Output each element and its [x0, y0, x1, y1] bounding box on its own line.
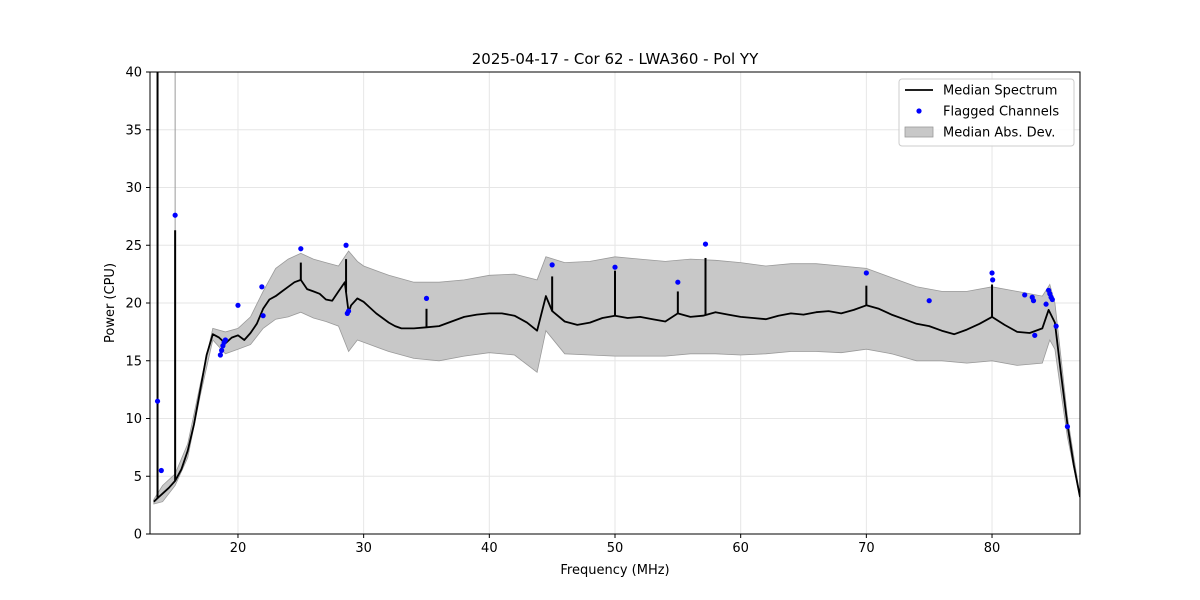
flagged-channel-point: [1043, 301, 1049, 307]
flagged-channel-point: [675, 279, 681, 285]
x-tick-label: 80: [984, 541, 1001, 556]
y-axis-ticks: 0 5 10 15 20 25 30 35 40: [125, 66, 150, 543]
flagged-channel-point: [702, 241, 709, 247]
legend-label: Median Abs. Dev.: [943, 126, 1055, 141]
flagged-channel-point: [217, 352, 223, 358]
flagged-channel-point: [1022, 292, 1028, 298]
legend-label: Median Spectrum: [943, 84, 1057, 99]
x-tick-label: 50: [607, 541, 624, 556]
y-tick-label: 40: [125, 66, 142, 81]
legend-item: Flagged Channels: [916, 105, 1059, 120]
legend-box: [898, 78, 1075, 147]
flagged-channel-point: [172, 212, 178, 218]
y-tick-label: 30: [125, 181, 142, 196]
flagged-channel-point: [222, 337, 229, 343]
flagged-channel-point: [260, 313, 266, 319]
x-axis-ticks: 20 30 40 50 60 70 80: [230, 534, 1001, 556]
x-tick-label: 40: [481, 541, 498, 556]
legend-marker-swatch: [916, 108, 922, 114]
flagged-channel-point: [158, 467, 164, 474]
legend: Median Spectrum Flagged Channels Median Ab…: [898, 78, 1075, 147]
flagged-channel-point: [1049, 296, 1055, 303]
flagged-channel-point: [235, 302, 241, 308]
x-tick-label: 60: [732, 541, 749, 556]
flagged-channel-point: [154, 398, 161, 404]
flagged-channel-point: [423, 295, 430, 301]
x-tick-label: 20: [230, 541, 247, 556]
chart-title: 2025-04-17 - Cor 62 - LWA360 - Pol YY: [472, 50, 759, 68]
y-tick-label: 10: [125, 412, 142, 427]
flagged-channel-point: [259, 284, 265, 290]
flagged-channel-point: [1032, 332, 1038, 338]
mad-band: [153, 250, 1080, 505]
y-tick-label: 0: [134, 528, 142, 543]
flagged-channels-layer: [154, 212, 1071, 474]
x-tick-label: 30: [355, 541, 372, 556]
median-spectrum-line: [153, 279, 1080, 503]
flagged-channel-point: [549, 262, 555, 268]
flagged-channel-point: [298, 246, 304, 252]
flagged-channel-point: [926, 298, 932, 304]
flagged-channel-point: [990, 277, 996, 283]
legend-band-swatch: [904, 126, 934, 138]
x-axis-label: Frequency (MHz): [560, 563, 669, 578]
flagged-channel-point: [863, 270, 869, 276]
y-tick-label: 25: [125, 239, 142, 254]
flagged-channel-point: [1064, 423, 1071, 430]
flagged-channel-point: [219, 347, 225, 353]
x-tick-label: 70: [858, 541, 875, 556]
y-tick-label: 20: [125, 297, 142, 312]
flagged-channel-point: [1053, 323, 1059, 329]
median-spectrum-layer: [153, 72, 1080, 503]
y-tick-label: 35: [125, 123, 142, 138]
flagged-channel-point: [612, 264, 618, 270]
legend-item: Median Abs. Dev.: [904, 126, 1055, 141]
flagged-channel-point: [345, 308, 352, 314]
legend-label: Flagged Channels: [943, 105, 1059, 120]
y-axis-label: Power (CPU): [103, 263, 118, 343]
y-tick-label: 5: [134, 470, 142, 485]
flagged-channel-point: [989, 270, 995, 276]
flagged-channel-point: [343, 242, 349, 248]
flagged-channel-point: [1030, 298, 1037, 304]
legend-item: Median Spectrum: [905, 84, 1057, 99]
y-tick-label: 15: [125, 354, 142, 369]
